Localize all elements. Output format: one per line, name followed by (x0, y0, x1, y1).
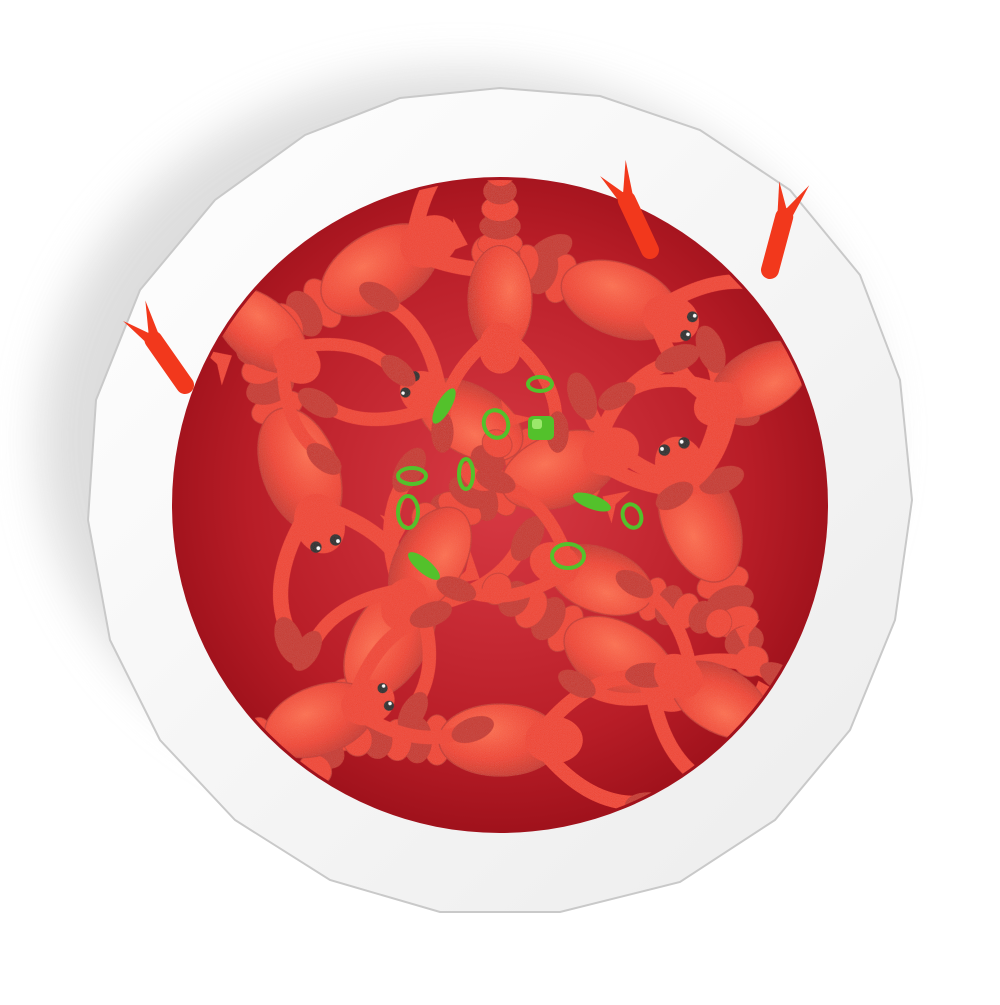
scallion-garnish (396, 375, 644, 580)
crayfish-15 (431, 180, 569, 453)
scallion-slice-0 (432, 388, 456, 424)
scallion-ring-1 (481, 408, 511, 440)
scallion-slice-2 (408, 552, 440, 580)
scallion-ring-0 (526, 375, 554, 393)
scallion-ring-5 (620, 502, 644, 530)
crayfish-eye (400, 387, 411, 398)
scallion-ring-6 (550, 542, 586, 570)
scallion-ring-3 (457, 457, 475, 491)
scallion-ring-2 (396, 466, 428, 486)
scallion-slice-1 (573, 492, 611, 512)
crayfish-claw-1 (761, 181, 810, 279)
scallion-ring-4 (396, 494, 420, 530)
crayfish-claw-2 (600, 159, 659, 259)
crayfish-pile (175, 180, 825, 820)
